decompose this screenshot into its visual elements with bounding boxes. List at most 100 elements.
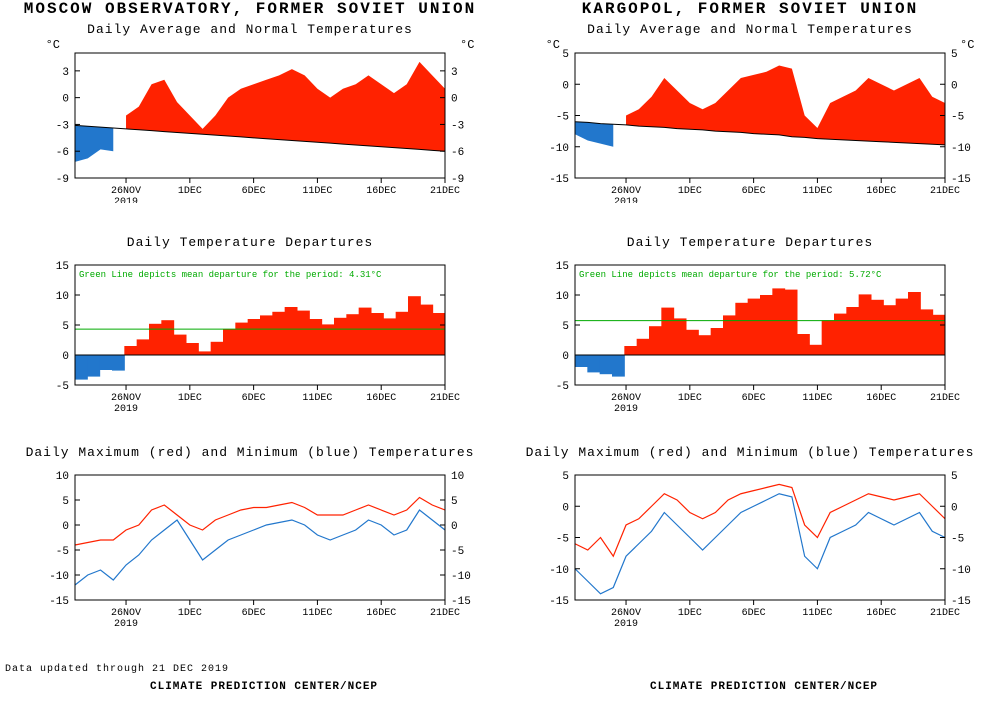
svg-text:-3: -3 xyxy=(451,120,464,132)
svg-text:°C: °C xyxy=(960,38,974,52)
svg-text:6DEC: 6DEC xyxy=(742,608,766,619)
svg-text:6DEC: 6DEC xyxy=(742,393,766,404)
svg-text:-15: -15 xyxy=(451,596,471,608)
svg-text:0: 0 xyxy=(451,94,458,106)
svg-text:2019: 2019 xyxy=(614,404,638,415)
svg-text:°C: °C xyxy=(46,38,60,52)
svg-text:Green Line depicts mean depart: Green Line depicts mean departure for th… xyxy=(579,270,882,280)
station-title: MOSCOW OBSERVATORY, FORMER SOVIET UNION xyxy=(0,0,500,18)
svg-text:-5: -5 xyxy=(951,534,964,546)
svg-text:3: 3 xyxy=(62,67,69,79)
svg-text:°C: °C xyxy=(460,38,474,52)
svg-text:10: 10 xyxy=(56,471,69,483)
svg-text:-5: -5 xyxy=(56,546,69,558)
departure-chart: -505101526NOV1DEC6DEC11DEC16DEC21DEC2019… xyxy=(20,250,480,415)
panel-title: Daily Temperature Departures xyxy=(0,235,500,250)
svg-text:1DEC: 1DEC xyxy=(678,393,702,404)
footer-source: CLIMATE PREDICTION CENTER/NCEP xyxy=(150,681,378,693)
departure-chart: -5 0 5 10 15 26NOV 1DEC 6DEC 11DEC 16DEC 21DEC 2019… xyxy=(520,250,980,415)
svg-text:11DEC: 11DEC xyxy=(802,608,832,619)
svg-text:2019: 2019 xyxy=(614,197,638,203)
svg-text:-10: -10 xyxy=(549,565,569,577)
svg-text:11DEC: 11DEC xyxy=(302,608,332,619)
svg-text:5: 5 xyxy=(951,49,958,61)
svg-text:26NOV: 26NOV xyxy=(611,186,641,197)
svg-text:2019: 2019 xyxy=(114,619,138,630)
svg-text:-10: -10 xyxy=(451,571,471,583)
svg-text:0: 0 xyxy=(451,521,458,533)
svg-text:6DEC: 6DEC xyxy=(242,186,266,197)
svg-text:2019: 2019 xyxy=(114,197,138,203)
svg-text:5: 5 xyxy=(62,321,69,333)
svg-text:10: 10 xyxy=(451,471,464,483)
svg-text:10: 10 xyxy=(556,291,569,303)
svg-text:2019: 2019 xyxy=(114,404,138,415)
svg-text:0: 0 xyxy=(562,80,569,92)
svg-text:5: 5 xyxy=(62,496,69,508)
svg-text:-15: -15 xyxy=(549,174,569,186)
svg-text:26NOV: 26NOV xyxy=(611,393,641,404)
svg-text:-10: -10 xyxy=(549,143,569,155)
svg-text:16DEC: 16DEC xyxy=(866,393,896,404)
svg-text:-15: -15 xyxy=(549,596,569,608)
svg-text:3: 3 xyxy=(451,67,458,79)
svg-text:Green Line depicts mean depart: Green Line depicts mean departure for th… xyxy=(79,270,382,280)
panel-title: Daily Average and Normal Temperatures xyxy=(0,22,500,37)
svg-text:11DEC: 11DEC xyxy=(802,186,832,197)
svg-text:-5: -5 xyxy=(556,381,569,393)
svg-text:0: 0 xyxy=(562,351,569,363)
svg-text:0: 0 xyxy=(562,502,569,514)
avg-temp-chart: -15-15-10-10-5-5005526NOV1DEC6DEC11DEC16… xyxy=(520,38,980,203)
svg-text:16DEC: 16DEC xyxy=(866,608,896,619)
svg-text:-10: -10 xyxy=(49,571,69,583)
svg-text:-5: -5 xyxy=(556,112,569,124)
right-column: KARGOPOL, FORMER SOVIET UNION Daily Avera… xyxy=(500,0,1000,703)
svg-text:-5: -5 xyxy=(951,112,964,124)
chart-grid: MOSCOW OBSERVATORY, FORMER SOVIET UNIOND… xyxy=(0,0,1000,703)
svg-text:-10: -10 xyxy=(951,565,971,577)
svg-text:21DEC: 21DEC xyxy=(930,393,960,404)
svg-text:6DEC: 6DEC xyxy=(742,186,766,197)
svg-text:16DEC: 16DEC xyxy=(366,186,396,197)
svg-text:6DEC: 6DEC xyxy=(242,608,266,619)
station-title: KARGOPOL, FORMER SOVIET UNION xyxy=(500,0,1000,18)
svg-text:21DEC: 21DEC xyxy=(430,608,460,619)
left-column: MOSCOW OBSERVATORY, FORMER SOVIET UNION D… xyxy=(0,0,500,703)
svg-text:15: 15 xyxy=(56,261,69,273)
svg-text:0: 0 xyxy=(62,351,69,363)
svg-text:-6: -6 xyxy=(56,147,69,159)
svg-text:-15: -15 xyxy=(951,596,971,608)
footer-source: CLIMATE PREDICTION CENTER/NCEP xyxy=(650,681,878,693)
svg-text:0: 0 xyxy=(951,502,958,514)
svg-text:1DEC: 1DEC xyxy=(678,608,702,619)
svg-text:5: 5 xyxy=(951,471,958,483)
svg-text:2019: 2019 xyxy=(614,619,638,630)
svg-text:-9: -9 xyxy=(56,174,69,186)
svg-text:6DEC: 6DEC xyxy=(242,393,266,404)
svg-text:°C: °C xyxy=(546,38,560,52)
svg-text:-5: -5 xyxy=(556,534,569,546)
panel-title: Daily Average and Normal Temperatures xyxy=(500,22,1000,37)
svg-text:1DEC: 1DEC xyxy=(678,186,702,197)
svg-text:-9: -9 xyxy=(451,174,464,186)
svg-text:1DEC: 1DEC xyxy=(178,186,202,197)
svg-text:21DEC: 21DEC xyxy=(430,186,460,197)
svg-text:15: 15 xyxy=(556,261,569,273)
svg-text:5: 5 xyxy=(562,49,569,61)
svg-text:1DEC: 1DEC xyxy=(178,393,202,404)
svg-text:11DEC: 11DEC xyxy=(302,393,332,404)
svg-text:26NOV: 26NOV xyxy=(111,186,141,197)
svg-text:5: 5 xyxy=(562,321,569,333)
svg-text:0: 0 xyxy=(951,80,958,92)
svg-text:11DEC: 11DEC xyxy=(802,393,832,404)
svg-text:-6: -6 xyxy=(451,147,464,159)
avg-temp-chart: -9-9-6-6-3-3003326NOV1DEC6DEC11DEC16DEC2… xyxy=(20,38,480,203)
svg-text:21DEC: 21DEC xyxy=(930,186,960,197)
svg-text:26NOV: 26NOV xyxy=(611,608,641,619)
maxmin-chart: -15-15-10-10-5-5005526NOV1DEC6DEC11DEC16… xyxy=(520,460,980,630)
svg-text:21DEC: 21DEC xyxy=(930,608,960,619)
panel-title: Daily Temperature Departures xyxy=(500,235,1000,250)
svg-text:26NOV: 26NOV xyxy=(111,608,141,619)
svg-text:-15: -15 xyxy=(49,596,69,608)
svg-text:-5: -5 xyxy=(451,546,464,558)
